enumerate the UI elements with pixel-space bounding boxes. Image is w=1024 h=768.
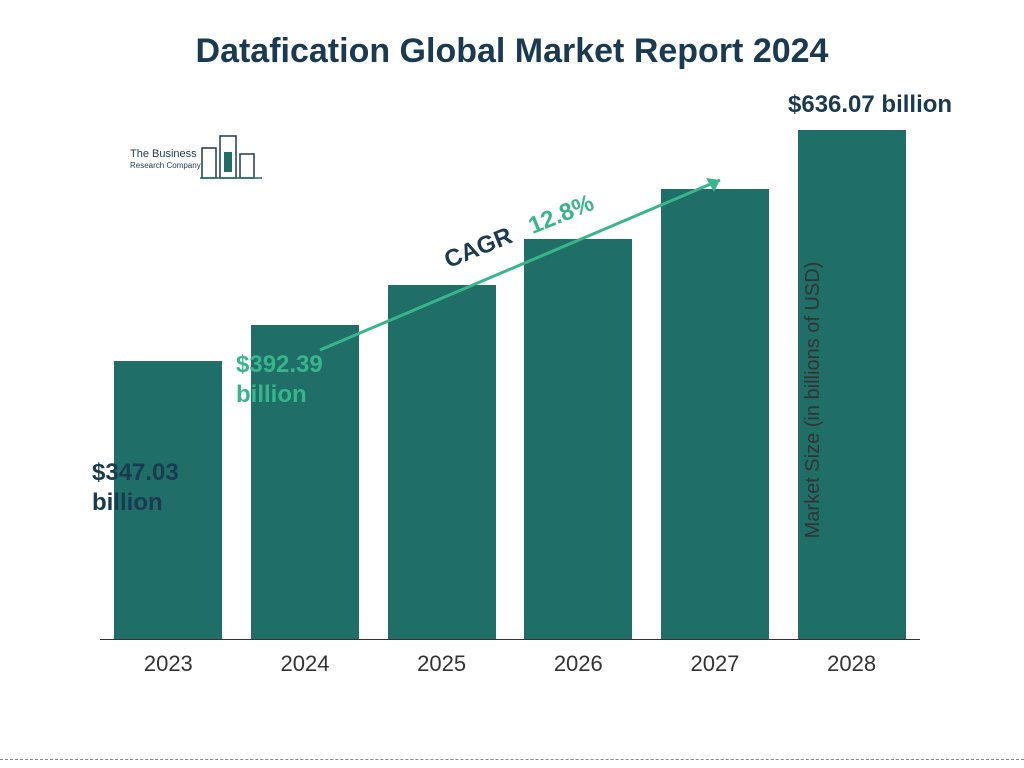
footer-divider [0,759,1024,760]
value-label-2024: $392.39 billion [236,350,366,410]
bar [661,189,769,639]
x-axis-label: 2024 [245,651,365,677]
bar [388,285,496,639]
value-label-2028-text: $636.07 billion [788,91,952,118]
value-label-2024-text: $392.39 billion [236,351,323,408]
value-label-2028: $636.07 billion [788,90,968,120]
value-label-2023: $347.03 billion [92,458,222,518]
x-axis-label: 2027 [655,651,775,677]
bar-wrapper: 2026 [518,239,638,639]
bar-wrapper: 2025 [382,285,502,639]
value-label-2023-text: $347.03 billion [92,459,179,516]
bar [524,239,632,639]
chart-area: 202320242025202620272028 Market Size (in… [100,120,920,680]
x-axis-label: 2028 [792,651,912,677]
x-axis-label: 2026 [518,651,638,677]
chart-title: Datafication Global Market Report 2024 [0,32,1024,71]
x-axis-label: 2023 [108,651,228,677]
bars-container: 202320242025202620272028 [100,120,920,640]
x-axis-label: 2025 [382,651,502,677]
bar-wrapper: 2027 [655,189,775,639]
y-axis-label: Market Size (in billions of USD) [802,262,825,539]
